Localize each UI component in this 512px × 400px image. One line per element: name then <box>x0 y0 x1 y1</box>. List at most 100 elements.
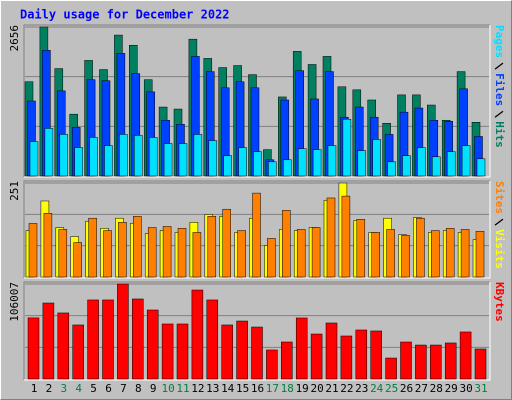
x-tick-label: 8 <box>135 382 142 395</box>
bar <box>148 137 158 177</box>
bar <box>163 143 173 177</box>
bar <box>444 342 457 380</box>
bar <box>253 151 262 177</box>
bar <box>387 161 396 177</box>
legend-label: Files <box>493 73 506 106</box>
bar <box>312 149 322 177</box>
bar <box>476 158 486 177</box>
legend-separator <box>494 218 504 226</box>
panel-bevel-light <box>24 282 491 381</box>
x-tick-label: 3 <box>60 382 67 395</box>
legend-label: Pages <box>493 25 506 58</box>
bar <box>281 341 293 380</box>
bar <box>59 134 69 177</box>
chart-title: Daily usage for December 2022 <box>20 8 230 22</box>
panel-bevel-dark <box>23 24 490 177</box>
bar <box>88 217 97 278</box>
panel-bevel-light <box>24 181 491 279</box>
bar <box>252 192 261 278</box>
bar <box>342 118 352 177</box>
bar <box>461 145 471 177</box>
bar <box>266 349 278 380</box>
y-tick-label: 251 <box>8 181 21 201</box>
bar <box>297 148 307 177</box>
x-tick-label: 22 <box>340 382 353 395</box>
bar <box>162 226 172 278</box>
x-tick-label: 25 <box>385 382 398 395</box>
x-tick-label: 17 <box>266 382 279 395</box>
bar <box>44 128 54 177</box>
bar <box>357 150 367 177</box>
x-tick-label: 18 <box>281 382 294 395</box>
bar <box>89 137 98 177</box>
bar <box>251 326 263 380</box>
bar <box>415 344 427 380</box>
bar <box>268 161 277 177</box>
x-tick-label: 16 <box>251 382 264 395</box>
bar <box>327 145 337 177</box>
x-tick-label: 14 <box>221 382 235 395</box>
x-tick-label: 24 <box>370 382 384 395</box>
legend-label: Visits <box>493 229 506 269</box>
bar <box>386 229 395 278</box>
x-tick-label: 31 <box>474 382 487 395</box>
bar <box>104 145 113 177</box>
bar <box>58 229 68 278</box>
bar <box>356 219 366 278</box>
bar <box>296 229 306 278</box>
bar <box>474 348 487 380</box>
x-tick-label: 11 <box>176 382 189 395</box>
bar <box>372 139 381 177</box>
bar <box>400 341 412 380</box>
bar <box>176 323 189 380</box>
bar <box>102 299 114 380</box>
x-tick-label: 13 <box>206 382 219 395</box>
bar <box>161 323 174 380</box>
bar <box>460 229 470 278</box>
bar <box>57 312 70 380</box>
bar <box>341 195 351 278</box>
bar <box>222 208 231 278</box>
bar <box>430 344 442 380</box>
x-tick-label: 6 <box>105 382 112 395</box>
bar <box>340 335 353 380</box>
bar <box>370 330 382 380</box>
bar <box>402 155 411 177</box>
bar <box>236 320 248 380</box>
bar <box>221 324 233 380</box>
bar <box>417 147 426 177</box>
x-tick-label: 9 <box>150 382 157 395</box>
bar <box>431 230 440 278</box>
bar <box>73 242 82 278</box>
legend-separator <box>494 110 504 118</box>
legend-label: Sites <box>493 181 506 214</box>
bar <box>43 213 53 278</box>
bar <box>446 151 456 177</box>
bar <box>295 317 308 380</box>
x-tick-label: 1 <box>31 382 38 395</box>
bar <box>282 210 291 278</box>
bar <box>459 331 472 380</box>
bar <box>326 197 336 278</box>
bar <box>445 228 455 278</box>
bar <box>191 289 204 380</box>
bar <box>117 283 129 380</box>
x-tick-label: 12 <box>191 382 204 395</box>
bar <box>178 143 188 177</box>
bar <box>267 238 276 278</box>
x-tick-label: 20 <box>310 382 323 395</box>
bar <box>133 216 142 278</box>
bar <box>177 228 187 278</box>
panel-bevel-dark <box>23 180 490 278</box>
bar <box>72 324 84 380</box>
bar <box>208 140 218 177</box>
bar <box>193 134 203 177</box>
panel-bevel-dark <box>23 281 490 380</box>
bar <box>132 298 144 380</box>
bar <box>207 216 217 278</box>
x-tick-label: 19 <box>296 382 309 395</box>
bar <box>74 147 83 177</box>
bar <box>146 309 159 380</box>
x-tick-label: 26 <box>400 382 413 395</box>
bar <box>432 156 441 177</box>
